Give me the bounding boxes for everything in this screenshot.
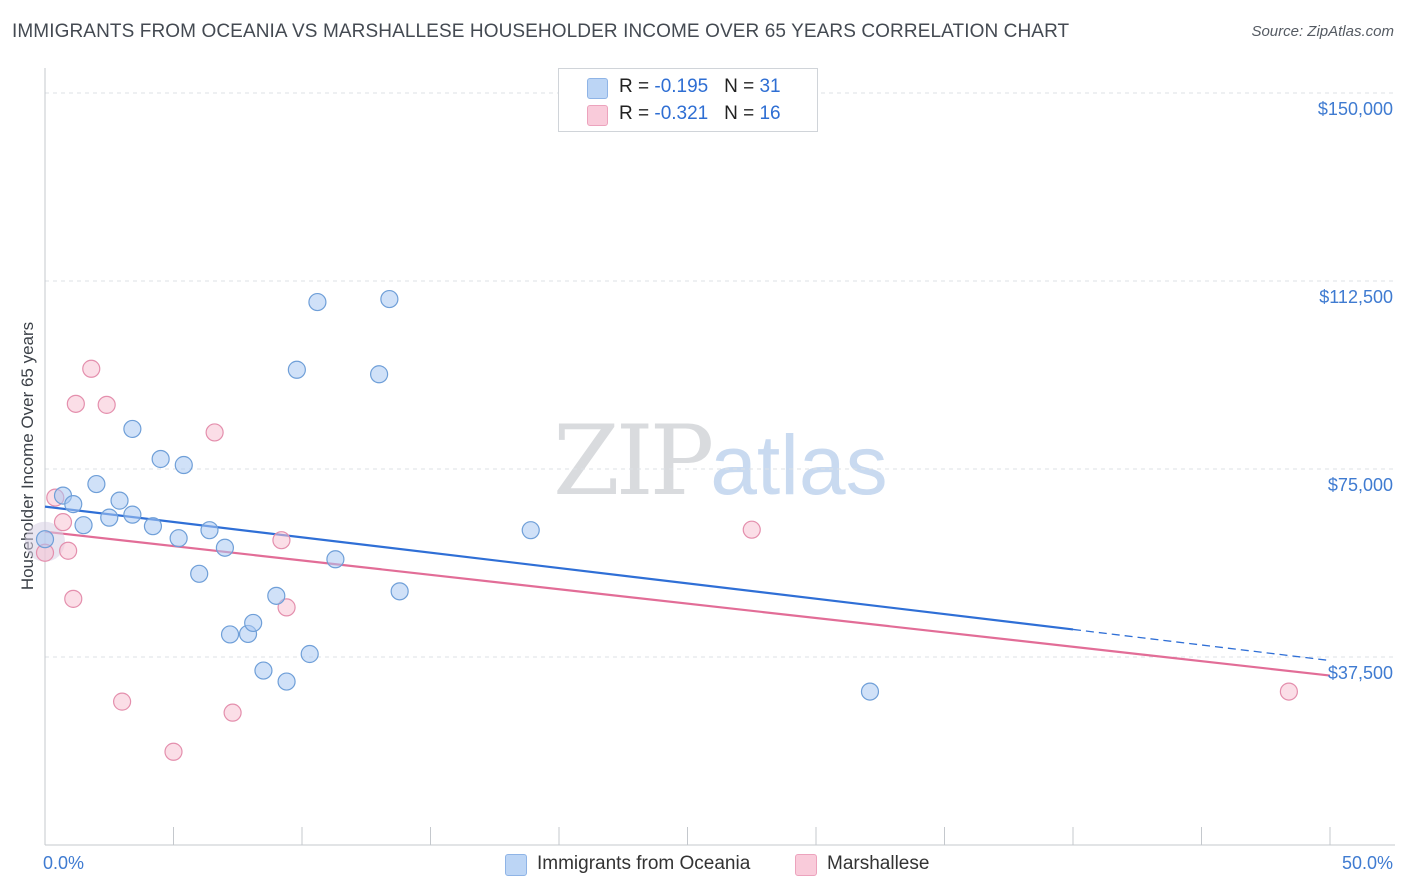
point-oceania-11 — [169, 529, 188, 548]
data-points — [25, 289, 1298, 761]
point-oceania-3 — [74, 516, 93, 535]
tick-labels: $37,500 $75,000 $112,500 $150,000 0.0% 50.0% — [43, 99, 1393, 873]
trend-line-marshallese — [44, 530, 1331, 677]
x-tick-label-1: 50.0% — [1342, 853, 1393, 873]
point-oceania-18 — [244, 613, 263, 633]
legend-swatch-marshallese — [587, 105, 608, 126]
point-oceania-0 — [35, 530, 55, 549]
point-marshallese-13 — [277, 598, 296, 617]
correlation-legend: R = -0.195 N = 31 R = -0.321 N = 16 — [558, 68, 818, 132]
legend-swatch-marshallese-bottom — [795, 854, 817, 876]
point-oceania-4 — [87, 474, 106, 494]
point-oceania-23 — [300, 644, 319, 664]
point-marshallese-5 — [66, 394, 85, 413]
point-oceania-13 — [190, 564, 209, 583]
point-marshallese-10 — [205, 423, 224, 442]
point-oceania-15 — [215, 538, 234, 557]
watermark-atlas: atlas — [710, 418, 888, 512]
point-oceania-26 — [370, 365, 389, 384]
point-oceania-8 — [123, 419, 142, 439]
point-marshallese-4 — [64, 589, 83, 608]
r-value-marshallese: -0.321 — [654, 103, 709, 124]
y-tick-label-2: $112,500 — [1319, 287, 1393, 307]
point-oceania-7 — [123, 505, 142, 524]
point-oceania-21 — [277, 672, 296, 691]
point-oceania-5 — [100, 508, 119, 527]
point-marshallese-14 — [742, 520, 761, 539]
chart-title: IMMIGRANTS FROM OCEANIA VS MARSHALLESE H… — [12, 21, 1070, 42]
point-oceania-2 — [64, 495, 83, 514]
point-marshallese-8 — [112, 692, 132, 711]
point-oceania-19 — [254, 661, 273, 680]
watermark-zip: ZIP — [553, 405, 714, 517]
point-marshallese-9 — [164, 742, 183, 761]
y-tick-label-1: $75,000 — [1328, 475, 1393, 495]
point-oceania-20 — [267, 586, 286, 605]
trend-lines — [44, 505, 1331, 677]
axes — [44, 68, 1395, 846]
r-value-oceania: -0.195 — [654, 76, 709, 97]
point-marshallese-2 — [53, 513, 73, 532]
point-oceania-29 — [521, 521, 540, 540]
point-oceania-22 — [287, 360, 306, 379]
point-oceania-28 — [390, 582, 409, 601]
point-oceania-9 — [143, 517, 163, 536]
chart-source: Source: ZipAtlas.com — [1251, 23, 1394, 40]
point-oceania-14 — [200, 521, 219, 540]
legend-stats-marshallese: R = -0.321 N = 16 — [619, 103, 781, 124]
point-oceania-30 — [860, 682, 880, 701]
y-tick-label-3: $150,000 — [1318, 99, 1393, 119]
n-value-marshallese: 16 — [759, 103, 781, 124]
trend-line-oceania-extension — [1072, 628, 1331, 662]
legend-swatch-oceania — [587, 78, 608, 99]
point-oceania-16 — [220, 625, 240, 644]
point-oceania-6 — [110, 491, 129, 510]
y-tick-label-0: $37,500 — [1328, 663, 1393, 683]
n-value-oceania: 31 — [759, 76, 781, 97]
point-oceania-25 — [326, 550, 345, 569]
point-marshallese-11 — [223, 703, 242, 722]
point-oceania-27 — [380, 289, 399, 309]
legend-swatch-oceania-bottom — [505, 854, 527, 876]
point-marshallese-7 — [97, 395, 116, 414]
point-marshallese-15 — [1279, 682, 1298, 701]
legend-label-marshallese: Marshallese — [827, 853, 930, 874]
point-oceania-12 — [174, 455, 193, 475]
legend-stats-oceania: R = -0.195 N = 31 — [619, 76, 781, 97]
legend-label-oceania: Immigrants from Oceania — [537, 853, 751, 874]
gridlines — [45, 92, 1395, 658]
x-tick-label-0: 0.0% — [43, 853, 84, 873]
point-marshallese-12 — [272, 531, 291, 550]
point-marshallese-3 — [59, 541, 78, 560]
watermark: ZIPatlas — [553, 405, 888, 517]
point-marshallese-6 — [82, 359, 101, 378]
point-oceania-10 — [151, 449, 170, 469]
point-oceania-24 — [308, 292, 327, 312]
